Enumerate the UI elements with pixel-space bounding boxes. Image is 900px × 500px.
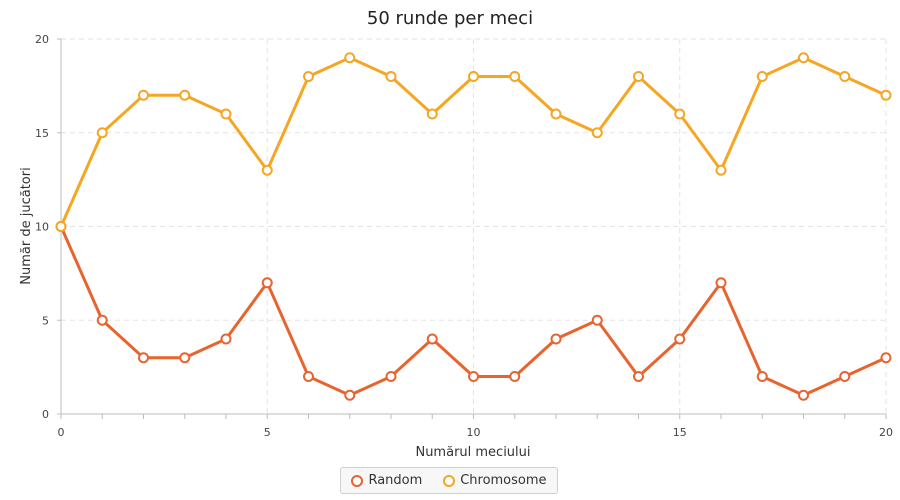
y-tick-label: 20	[35, 33, 49, 46]
x-tick-label: 0	[58, 426, 65, 439]
legend-marker-chromosome-icon	[443, 474, 456, 487]
data-point-random[interactable]	[715, 277, 727, 289]
data-point-chromosome[interactable]	[344, 52, 356, 64]
data-point-chromosome[interactable]	[591, 127, 603, 139]
data-point-random[interactable]	[179, 352, 191, 364]
data-point-chromosome[interactable]	[220, 108, 232, 120]
y-tick-label: 5	[42, 314, 49, 327]
y-tick-label: 0	[42, 408, 49, 421]
legend: Random Chromosome	[340, 467, 558, 494]
x-axis-label: Numărul meciului	[415, 445, 530, 460]
data-point-chromosome[interactable]	[138, 89, 149, 101]
y-tick-label: 10	[35, 221, 49, 234]
data-point-random[interactable]	[591, 314, 603, 326]
data-point-random[interactable]	[798, 389, 809, 401]
data-point-random[interactable]	[674, 333, 686, 345]
data-point-chromosome[interactable]	[839, 71, 851, 82]
data-point-random[interactable]	[426, 333, 438, 345]
data-point-random[interactable]	[633, 371, 644, 382]
data-point-chromosome[interactable]	[55, 221, 67, 232]
data-point-chromosome[interactable]	[303, 71, 314, 82]
data-point-random[interactable]	[220, 333, 232, 345]
data-point-random[interactable]	[344, 389, 356, 401]
legend-label-random: Random	[368, 473, 423, 488]
data-point-chromosome[interactable]	[550, 108, 562, 120]
data-point-random[interactable]	[261, 277, 273, 289]
data-point-chromosome[interactable]	[715, 164, 727, 176]
data-point-chromosome[interactable]	[756, 71, 768, 82]
data-point-random[interactable]	[385, 371, 397, 382]
y-tick-label: 15	[35, 127, 49, 140]
x-tick-label: 5	[264, 426, 271, 439]
data-point-chromosome[interactable]	[385, 71, 397, 82]
legend-item-chromosome[interactable]: Chromosome	[443, 473, 547, 488]
legend-marker-random-icon	[351, 474, 364, 487]
data-point-chromosome[interactable]	[96, 127, 108, 139]
data-point-random[interactable]	[468, 371, 479, 382]
data-point-random[interactable]	[138, 352, 149, 364]
data-point-random[interactable]	[880, 352, 892, 364]
data-point-chromosome[interactable]	[509, 71, 521, 82]
x-tick-label: 10	[467, 426, 481, 439]
data-point-chromosome[interactable]	[880, 89, 892, 101]
data-point-chromosome[interactable]	[798, 52, 809, 64]
grid	[61, 38, 887, 414]
y-axis-label: Număr de jucători	[19, 167, 34, 284]
data-point-random[interactable]	[756, 371, 768, 382]
legend-item-random[interactable]: Random	[351, 473, 422, 488]
data-point-random[interactable]	[96, 314, 108, 326]
data-point-chromosome[interactable]	[261, 164, 273, 176]
data-point-chromosome[interactable]	[674, 108, 686, 120]
x-tick-label: 15	[673, 426, 687, 439]
series-lines	[55, 52, 892, 401]
data-point-chromosome[interactable]	[633, 71, 644, 82]
legend-label-chromosome: Chromosome	[460, 473, 547, 488]
data-point-random[interactable]	[303, 371, 314, 382]
series-chromosome	[55, 52, 892, 232]
data-point-random[interactable]	[550, 333, 562, 345]
axes: 0 5 10 15 20 0 5 10 15 20	[35, 33, 893, 439]
data-point-random[interactable]	[509, 371, 521, 382]
data-point-chromosome[interactable]	[179, 89, 191, 101]
series-random	[55, 221, 892, 401]
data-point-chromosome[interactable]	[468, 71, 479, 82]
data-point-random[interactable]	[839, 371, 851, 382]
x-tick-label: 20	[879, 426, 893, 439]
chart-title: 50 runde per meci	[367, 8, 533, 29]
data-point-chromosome[interactable]	[426, 108, 438, 120]
